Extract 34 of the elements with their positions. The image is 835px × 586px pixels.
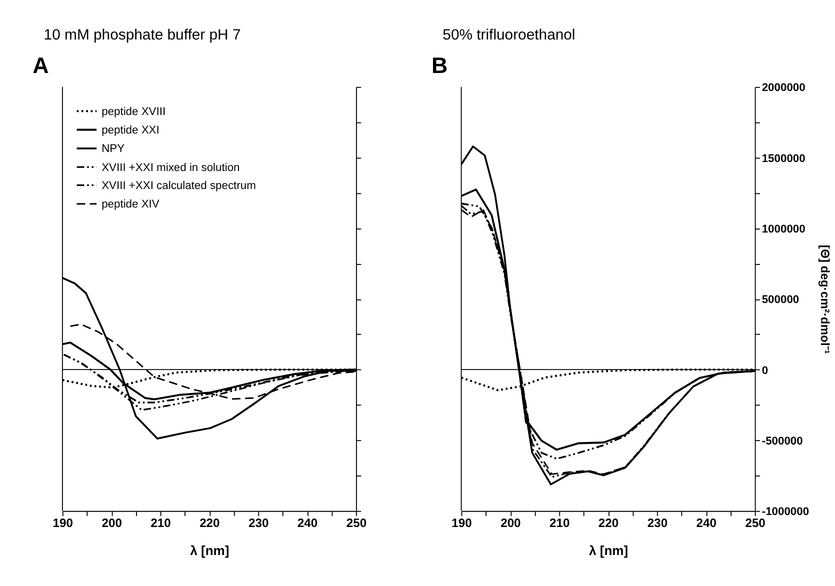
legend-label: NPY: [102, 143, 126, 156]
text: A: [32, 52, 49, 78]
y-tick-label: -500000: [762, 435, 803, 448]
y-tick-label: -1000000: [762, 506, 810, 518]
text: B: [431, 52, 448, 78]
legend-label: peptide XIV: [102, 198, 160, 211]
legend-label: XVIII +XXI calculated spectrum: [102, 180, 256, 192]
x-tick-label: 210: [550, 516, 570, 530]
y-tick-label: 1500000: [762, 152, 806, 165]
x-tick-label: 250: [346, 516, 367, 530]
x-tick-label: 200: [500, 516, 522, 530]
x-axis-title: λ [nm]: [190, 543, 230, 558]
y-tick-label: 0: [762, 364, 768, 377]
x-axis-title: λ [nm]: [588, 543, 628, 558]
x-tick-label: 220: [598, 516, 619, 530]
y-tick-label: 500000: [762, 294, 800, 306]
legend-label: XVIII +XXI mixed in solution: [102, 162, 240, 174]
x-tick-label: 240: [696, 516, 717, 530]
x-tick-label: 250: [745, 516, 766, 530]
chart-title: 50% trifluoroethanol: [442, 27, 576, 44]
x-tick-label: 210: [150, 516, 172, 530]
y-axis-title: [Θ] deg·cm²·dmol⁻¹: [818, 244, 832, 354]
x-tick-label: 190: [52, 516, 74, 530]
legend-label: peptide XXI: [102, 124, 160, 137]
y-tick-label: 1000000: [762, 223, 806, 236]
x-tick-label: 190: [452, 516, 472, 530]
x-tick-label: 220: [200, 516, 220, 530]
x-tick-label: 230: [647, 516, 668, 530]
chart-title: 10 mM phosphate buffer pH 7: [44, 27, 241, 44]
x-tick-label: 240: [297, 516, 318, 530]
y-tick-label: 2000000: [762, 82, 806, 94]
legend-label: peptide XVIII: [102, 106, 166, 118]
x-tick-label: 230: [248, 516, 269, 530]
x-tick-label: 200: [102, 516, 122, 530]
